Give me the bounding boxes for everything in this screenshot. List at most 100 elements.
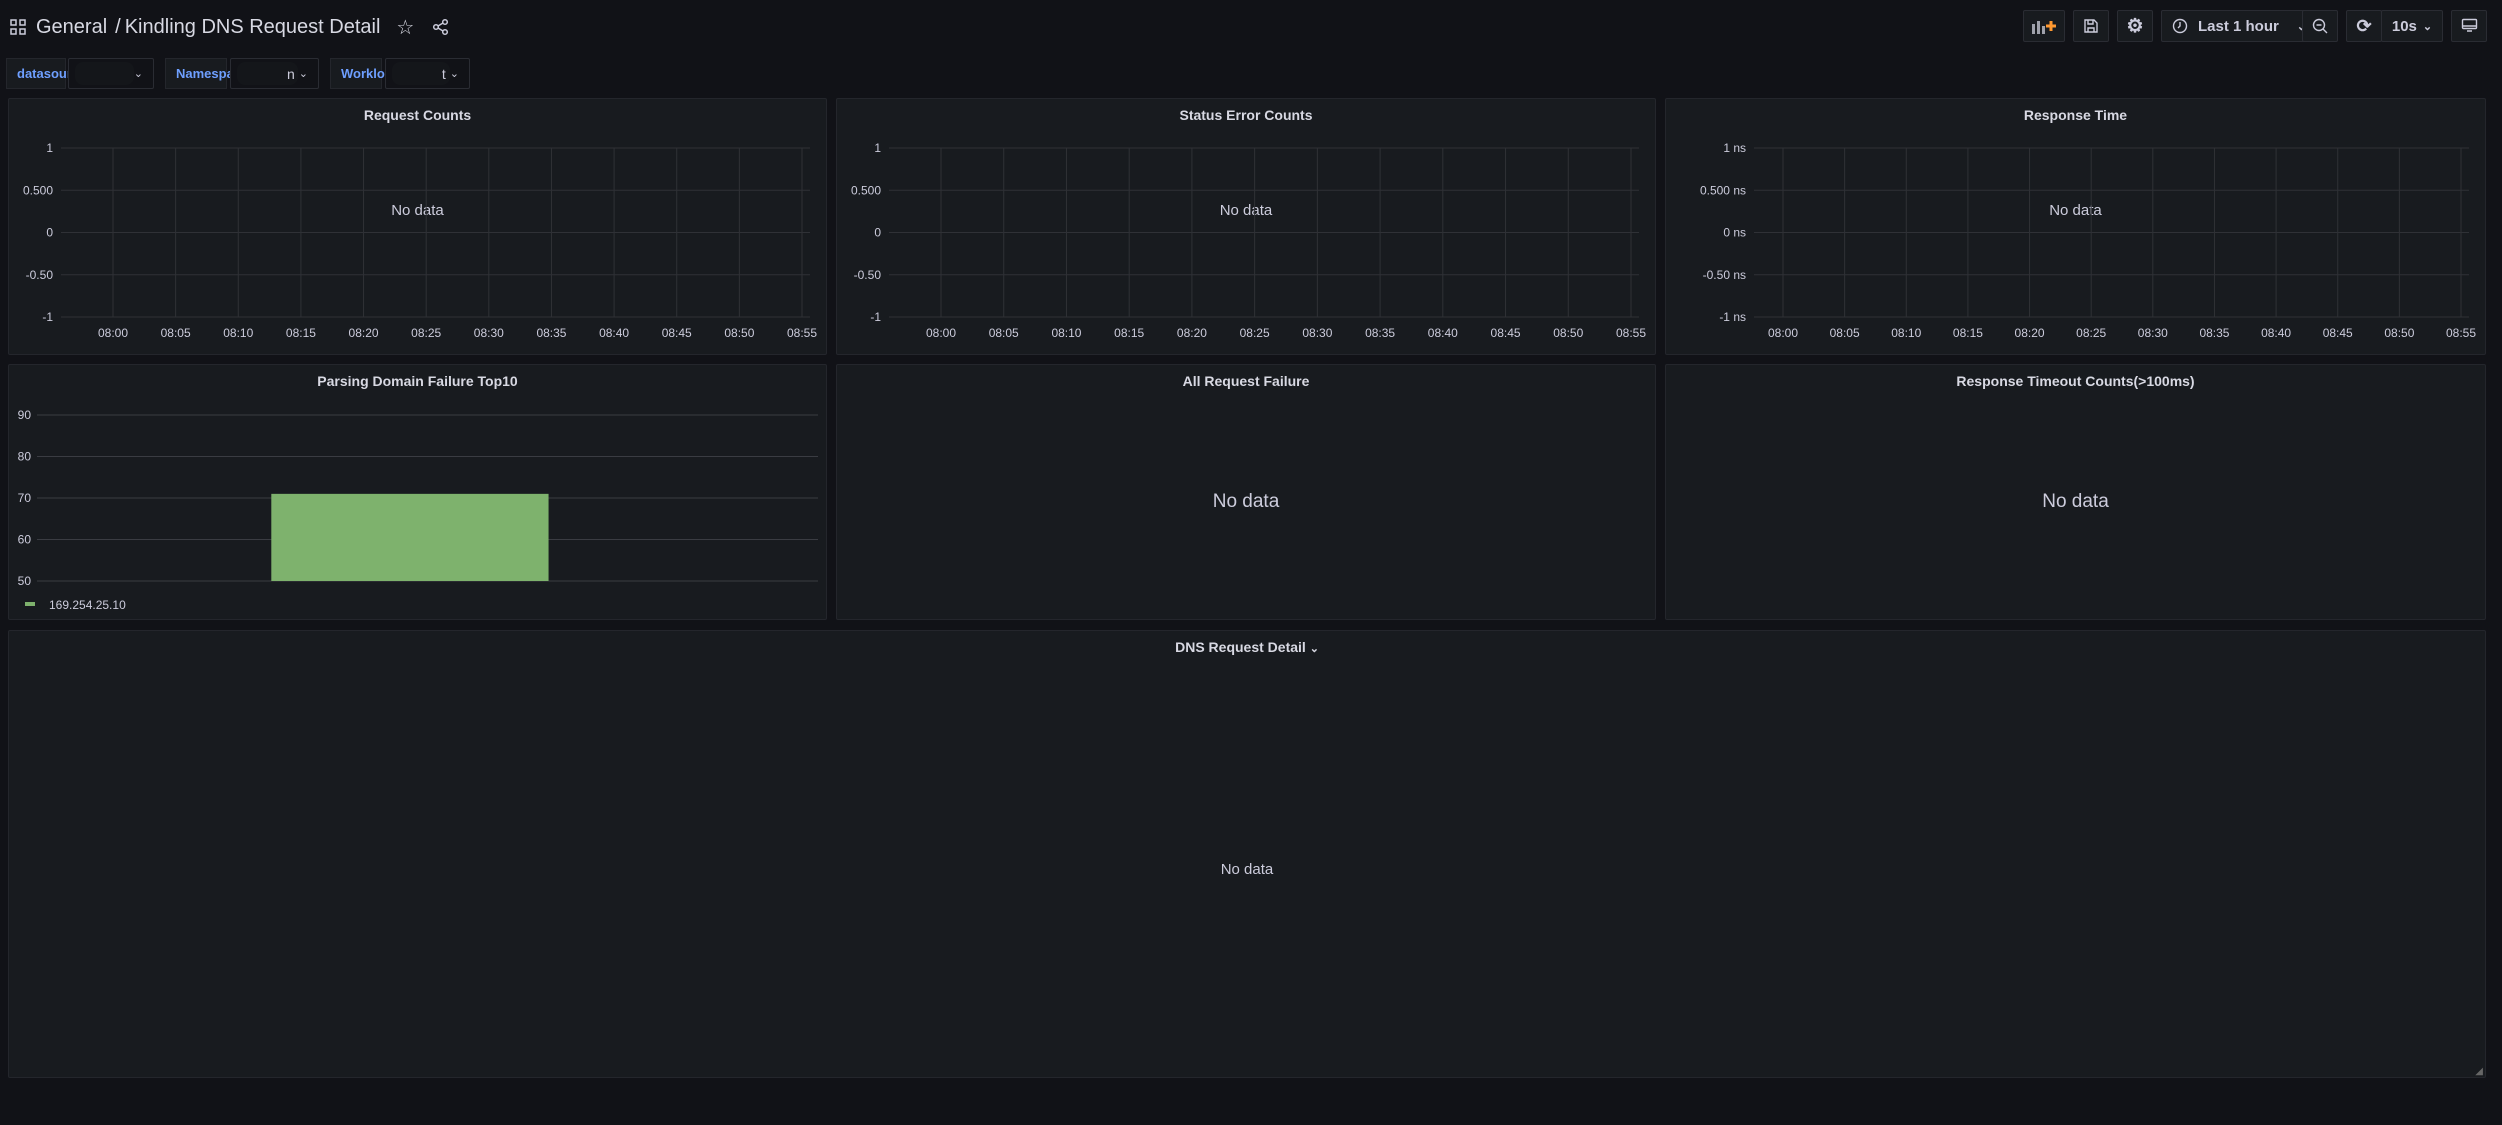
x-tick-label: 08:15 [286, 326, 316, 340]
y-tick-label: 80 [18, 450, 32, 464]
folder-link[interactable]: General [36, 15, 108, 38]
y-tick-label: -1 ns [1719, 310, 1746, 324]
chevron-down-icon: ⌄ [133, 68, 143, 80]
chevron-down-icon: ⌄ [2422, 20, 2433, 33]
add-panel-icon [2032, 21, 2056, 34]
x-tick-label: 08:40 [1428, 326, 1458, 340]
monitor-icon [2461, 18, 2477, 32]
y-tick-label: -0.50 [26, 268, 54, 282]
y-tick-label: 1 ns [1723, 141, 1746, 155]
x-tick-label: 08:35 [2199, 326, 2229, 340]
x-tick-label: 08:50 [2384, 326, 2414, 340]
y-tick-label: -0.50 [854, 268, 882, 282]
x-tick-label: 08:10 [1051, 326, 1081, 340]
zoom-out-icon [2312, 18, 2327, 33]
panel-all-request-failure[interactable]: All Request Failure No data [836, 364, 1656, 620]
refresh-interval-label: 10s [2391, 17, 2417, 35]
x-tick-label: 08:05 [161, 326, 191, 340]
x-tick-label: 08:45 [1491, 326, 1521, 340]
legend-item[interactable]: 169.254.25.10 [49, 598, 126, 612]
no-data-message: No data [2049, 202, 2102, 219]
x-tick-label: 08:55 [2446, 326, 2476, 340]
x-tick-label: 08:05 [989, 326, 1019, 340]
apps-icon[interactable] [10, 19, 26, 35]
y-tick-label: 90 [18, 408, 32, 422]
y-tick-label: -0.50 ns [1703, 268, 1746, 282]
gear-icon: ⚙ [2126, 15, 2144, 37]
y-tick-label: 70 [18, 491, 32, 505]
panel-parsing-domain-failure-top10[interactable]: Parsing Domain Failure Top10 90 80 70 60 50 1… [8, 364, 827, 620]
y-tick-label: 1 [874, 141, 881, 155]
share-icon[interactable] [432, 18, 450, 36]
x-tick-label: 08:15 [1114, 326, 1144, 340]
y-tick-label: 0 [874, 226, 881, 240]
panel-title: Response Time [2023, 107, 2128, 123]
breadcrumb: General / Kindling DNS Request Detail ☆ [10, 12, 450, 42]
refresh-button[interactable]: ⟳ [2346, 10, 2382, 42]
y-tick-label: -1 [42, 310, 53, 324]
x-tick-label: 08:05 [1830, 326, 1860, 340]
x-tick-label: 08:00 [1768, 326, 1798, 340]
panel-status-error-counts[interactable]: Status Error Counts No data 1 0.500 0 -0.50… [836, 98, 1656, 355]
bar-chart: 90 80 70 60 50 169.254.25.10 [18, 408, 818, 612]
no-data-message: No data [1220, 861, 1274, 878]
panel-response-timeout-counts[interactable]: Response Timeout Counts(>100ms) No data [1665, 364, 2486, 620]
datasource-select[interactable]: ⌄ [68, 58, 154, 89]
x-tick-label: 08:45 [662, 326, 692, 340]
chevron-down-icon: ⌄ [2297, 20, 2306, 33]
panel-title: Parsing Domain Failure Top10 [317, 373, 518, 389]
x-tick-label: 08:20 [1177, 326, 1207, 340]
y-tick-label: 0.500 ns [1700, 183, 1746, 197]
panel-title: Response Timeout Counts(>100ms) [1956, 373, 2195, 389]
no-data-message: No data [2042, 491, 2109, 512]
resize-handle[interactable]: ◢ [2475, 1066, 2483, 1077]
star-icon[interactable]: ☆ [396, 16, 415, 39]
workload-select[interactable]: t ⌄ [385, 58, 470, 89]
panel-title-menu[interactable]: DNS Request Detail ⌄ [9, 639, 2485, 655]
x-tick-label: 08:55 [787, 326, 817, 340]
no-data-message: No data [1212, 491, 1280, 512]
panel-title: All Request Failure [1182, 373, 1310, 389]
panel-title: Status Error Counts [1179, 107, 1313, 123]
y-tick-label: 0 [46, 226, 53, 240]
x-tick-label: 08:50 [1553, 326, 1583, 340]
refresh-interval-picker[interactable]: 10s ⌄ [2381, 10, 2443, 42]
x-tick-label: 08:00 [926, 326, 956, 340]
x-tick-label: 08:30 [1302, 326, 1332, 340]
y-tick-label: 0 ns [1723, 226, 1746, 240]
x-tick-label: 08:55 [1616, 326, 1646, 340]
tv-mode-button[interactable] [2451, 10, 2487, 42]
time-series-chart: 1 ns 0.500 ns 0 ns -0.50 ns -1 ns 08:00 08:05 0… [1700, 141, 2476, 340]
zoom-out-button[interactable] [2302, 10, 2338, 42]
panel-title: Request Counts [363, 107, 472, 123]
y-tick-label: 60 [18, 533, 32, 547]
select-value: n [286, 65, 295, 82]
x-tick-label: 08:30 [474, 326, 504, 340]
x-tick-label: 08:25 [411, 326, 441, 340]
panel-request-counts[interactable]: Request Counts No data 1 0.500 0 -0.50 -1 08:… [8, 98, 827, 355]
no-data-message: No data [391, 202, 444, 219]
time-series-chart: 1 0.500 0 -0.50 -1 08:00 08:05 08:10 08:15 08:20 0… [23, 141, 817, 340]
x-tick-label: 08:40 [2261, 326, 2291, 340]
bar[interactable] [271, 493, 549, 581]
panel-dns-request-detail[interactable]: DNS Request Detail ⌄ No data ◢ [8, 630, 2486, 1078]
no-data-message: No data [1219, 202, 1273, 219]
panel-response-time[interactable]: Response Time No data 1 ns 0.500 ns 0 ns -0… [1665, 98, 2486, 355]
save-dashboard-button[interactable] [2073, 10, 2109, 42]
clock-icon [2172, 18, 2188, 34]
x-tick-label: 08:00 [98, 326, 128, 340]
add-panel-button[interactable] [2023, 10, 2065, 42]
time-series-chart: 1 0.500 0 -0.50 -1 08:00 08:05 08:10 08:15 08:20 0… [851, 141, 1646, 340]
x-tick-label: 08:10 [1891, 326, 1921, 340]
panel-title: DNS Request Detail [1175, 639, 1306, 655]
settings-button[interactable]: ⚙ [2117, 10, 2153, 42]
x-tick-label: 08:35 [536, 326, 566, 340]
chevron-down-icon: ⌄ [449, 68, 459, 80]
legend-swatch [25, 602, 35, 606]
x-tick-label: 08:20 [349, 326, 379, 340]
chevron-down-icon: ⌄ [1309, 643, 1319, 655]
x-tick-label: 08:25 [1240, 326, 1270, 340]
namespace-select[interactable]: n ⌄ [230, 58, 319, 89]
y-tick-label: 0.500 [851, 183, 881, 197]
page-title: Kindling DNS Request Detail [124, 15, 381, 38]
